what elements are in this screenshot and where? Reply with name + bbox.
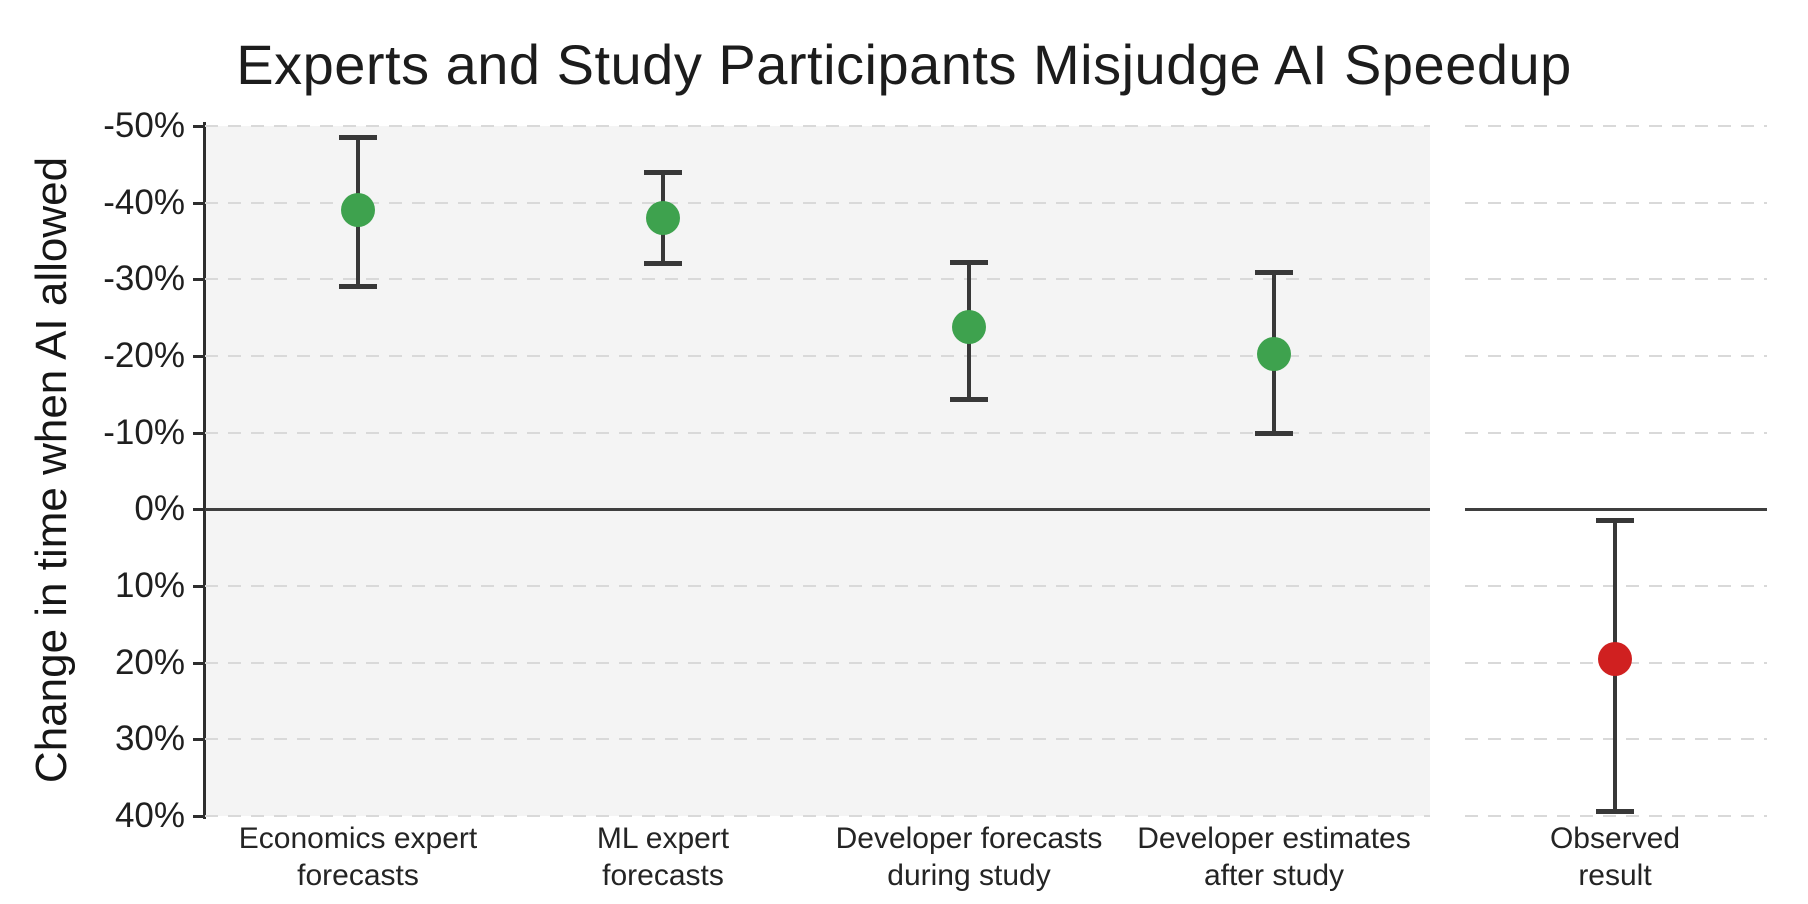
- gridline--40: [1465, 201, 1767, 204]
- y-tick-label-20: 20%: [114, 642, 185, 682]
- error-bar-cap-top: [1596, 518, 1634, 524]
- gridline-10: [205, 585, 1430, 587]
- data-point-marker: [341, 193, 375, 228]
- category-label-line: after study: [1203, 859, 1345, 892]
- gridline--10: [1465, 431, 1767, 434]
- data-point-marker: [1257, 336, 1291, 371]
- category-label: ML expert forecasts: [443, 820, 883, 894]
- y-axis-line: [203, 122, 206, 819]
- y-tick-label-40: 40%: [114, 796, 185, 835]
- error-bar-cap-bottom: [644, 261, 682, 266]
- error-bar-cap-bottom: [950, 397, 988, 403]
- category-label-line: Economics expert: [238, 822, 478, 855]
- error-bar-cap-top: [644, 170, 682, 175]
- gridline--20: [1465, 355, 1767, 357]
- gridline--30: [1465, 278, 1767, 281]
- category-label-line: during study: [887, 859, 1051, 892]
- y-tick-20: [193, 661, 205, 665]
- zero-baseline: [1465, 508, 1767, 512]
- error-bar-cap-top: [1255, 269, 1293, 275]
- gridline--10: [205, 431, 1430, 434]
- y-axis-label: Change in time when AI allowed: [27, 156, 76, 784]
- data-point-marker: [646, 201, 680, 235]
- data-point-marker: [952, 309, 986, 344]
- gridline-20: [205, 661, 1430, 664]
- y-tick--50: [193, 125, 205, 128]
- y-tick-label-0: 0%: [134, 489, 185, 529]
- y-tick-label--30: -30%: [103, 259, 185, 299]
- y-tick-30: [193, 738, 205, 742]
- gridline--50: [205, 125, 1430, 127]
- gridline--50: [1465, 125, 1767, 127]
- y-tick-label--50: -50%: [103, 106, 185, 145]
- zero-baseline: [205, 508, 1430, 512]
- y-tick-40: [193, 815, 205, 818]
- plot-area-forecasts: [205, 126, 1430, 816]
- gridline-40: [1465, 815, 1767, 817]
- y-tick-label-10: 10%: [114, 566, 185, 605]
- category-label: Developer estimates after study: [1054, 820, 1494, 894]
- category-label-line: forecasts: [602, 859, 724, 892]
- gridline-40: [205, 815, 1430, 817]
- category-label-line: Developer estimates: [1137, 822, 1411, 855]
- error-bar-cap-top: [339, 134, 377, 140]
- category-label-line: result: [1578, 859, 1652, 892]
- category-label-line: Observed: [1549, 822, 1681, 855]
- y-tick-label-30: 30%: [114, 719, 185, 759]
- error-bar-cap-bottom: [1596, 809, 1634, 815]
- gridline--20: [205, 355, 1430, 357]
- y-tick-0: [193, 508, 205, 512]
- y-tick--10: [193, 431, 205, 435]
- y-tick-label--40: -40%: [103, 182, 185, 222]
- category-label-line: ML expert: [596, 822, 730, 855]
- error-bar-cap-bottom: [339, 284, 377, 289]
- category-label: Developer forecasts during study: [749, 820, 1189, 894]
- category-label-line: Developer forecasts: [835, 822, 1103, 855]
- y-tick--20: [193, 355, 205, 358]
- category-label: Economics expert forecasts: [138, 820, 578, 894]
- y-tick-10: [193, 585, 205, 588]
- category-label: Observed result: [1395, 820, 1808, 894]
- y-tick--30: [193, 278, 205, 282]
- chart-title: Experts and Study Participants Misjudge …: [236, 33, 1572, 96]
- y-tick-label--10: -10%: [103, 412, 185, 452]
- error-bar-cap-top: [950, 259, 988, 265]
- category-label-line: forecasts: [297, 859, 419, 892]
- error-bar-cap-bottom: [1255, 431, 1293, 437]
- y-tick--40: [193, 201, 205, 205]
- gridline--30: [205, 278, 1430, 281]
- gridline-30: [205, 738, 1430, 741]
- gridline--40: [205, 201, 1430, 204]
- data-point-marker: [1598, 641, 1632, 676]
- y-tick-label--20: -20%: [103, 336, 185, 375]
